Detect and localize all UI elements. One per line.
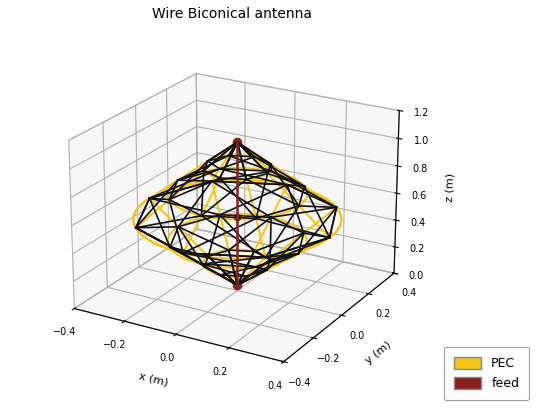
Legend: PEC, feed: PEC, feed bbox=[444, 346, 529, 400]
Y-axis label: y (m): y (m) bbox=[363, 339, 393, 366]
X-axis label: x (m): x (m) bbox=[138, 371, 170, 388]
Title: Wire Biconical antenna: Wire Biconical antenna bbox=[152, 7, 312, 21]
